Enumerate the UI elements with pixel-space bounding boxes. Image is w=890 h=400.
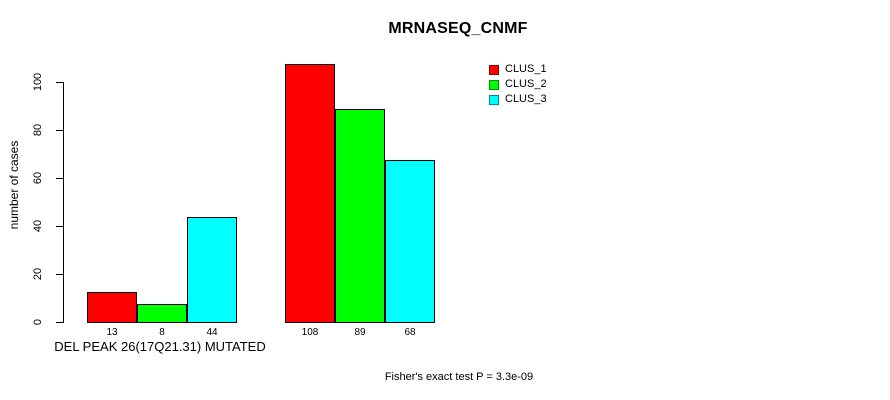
y-tick-label: 100 (32, 72, 44, 92)
bar-value-label: 13 (106, 327, 118, 338)
legend-item-clus_1: CLUS_1 (489, 62, 547, 77)
bar-clus_2-group1 (137, 304, 187, 323)
x-axis-group-label: DEL PEAK 26(17Q21.31) MUTATED (54, 339, 266, 354)
fisher-test-annotation: Fisher's exact test P = 3.3e-09 (384, 371, 534, 383)
y-tick-mark (56, 226, 64, 227)
legend-label: CLUS_3 (505, 93, 547, 105)
bar-clus_3-group2 (385, 160, 435, 323)
bar-value-label: 8 (159, 327, 165, 338)
y-tick-mark (56, 322, 64, 323)
legend-item-clus_2: CLUS_2 (489, 77, 547, 92)
bar-clus_3-group1 (187, 217, 237, 323)
legend-label: CLUS_2 (505, 78, 547, 90)
bar-clus_1-group2 (285, 64, 335, 323)
bar-value-label: 108 (301, 327, 319, 338)
chart-title: MRNASEQ_CNMF (388, 20, 528, 37)
legend-swatch-icon (489, 94, 499, 105)
legend-swatch-icon (489, 79, 499, 90)
bar-value-label: 44 (206, 327, 218, 338)
y-tick-mark (56, 82, 64, 83)
y-tick-mark (56, 178, 64, 179)
y-axis-line (63, 82, 64, 323)
y-tick-mark (56, 274, 64, 275)
legend-label: CLUS_1 (505, 63, 547, 75)
y-tick-label: 0 (32, 318, 44, 326)
y-tick-label: 20 (32, 267, 44, 281)
y-tick-label: 40 (32, 219, 44, 233)
bar-value-label: 89 (354, 327, 366, 338)
legend-item-clus_3: CLUS_3 (489, 92, 547, 107)
legend: CLUS_1 CLUS_2 CLUS_3 (489, 62, 547, 107)
bar-value-label: 68 (404, 327, 416, 338)
y-tick-label: 80 (32, 123, 44, 137)
y-tick-mark (56, 130, 64, 131)
bar-clus_1-group1 (87, 292, 137, 323)
y-tick-label: 60 (32, 171, 44, 185)
y-axis-label: number of cases (7, 140, 21, 230)
bar-clus_2-group2 (335, 109, 385, 323)
legend-swatch-icon (489, 64, 499, 75)
